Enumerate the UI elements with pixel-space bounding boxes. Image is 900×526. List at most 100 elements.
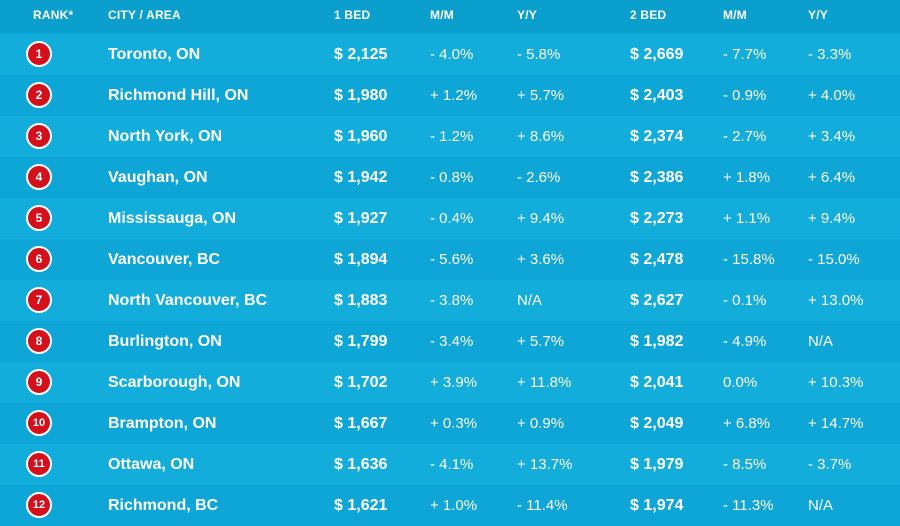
mm-1bed-cell: + 0.3% xyxy=(430,415,478,432)
rent-2bed-cell: $ 2,669 xyxy=(630,46,684,63)
yy-2bed-cell: N/A xyxy=(808,497,834,514)
table-row: 8 Burlington, ON $ 1,799 - 3.4% + 5.7% $ 1,98… xyxy=(0,321,900,362)
mm-2bed-cell: + 1.1% xyxy=(723,210,771,227)
rent-1bed-cell: $ 1,894 xyxy=(334,251,388,268)
rent-1bed-cell: $ 1,702 xyxy=(334,374,388,391)
yy-1bed-cell: N/A xyxy=(517,292,543,309)
city-cell: Ottawa, ON xyxy=(108,456,195,473)
yy-2bed-cell: + 4.0% xyxy=(808,87,856,104)
rank-badge: 11 xyxy=(26,451,52,477)
city-cell: Vaughan, ON xyxy=(108,169,208,186)
table-row: 4 Vaughan, ON $ 1,942 - 0.8% - 2.6% $ 2,386 + … xyxy=(0,157,900,198)
rent-1bed-cell: $ 2,125 xyxy=(334,46,388,63)
yy-1bed-cell: + 13.7% xyxy=(517,456,573,473)
header-1bed-mm: M/M xyxy=(430,8,454,22)
yy-2bed-cell: + 13.0% xyxy=(808,292,864,309)
yy-2bed-cell: - 3.7% xyxy=(808,456,852,473)
mm-2bed-cell: - 4.9% xyxy=(723,333,767,350)
mm-1bed-cell: - 3.4% xyxy=(430,333,474,350)
mm-1bed-cell: - 3.8% xyxy=(430,292,474,309)
rent-2bed-cell: $ 2,049 xyxy=(630,415,684,432)
mm-2bed-cell: 0.0% xyxy=(723,374,758,391)
rent-2bed-cell: $ 2,403 xyxy=(630,87,684,104)
header-city: CITY / AREA xyxy=(108,8,181,22)
header-rank: RANK* xyxy=(33,8,74,22)
mm-1bed-cell: - 5.6% xyxy=(430,251,474,268)
yy-2bed-cell: N/A xyxy=(808,333,834,350)
city-cell: Burlington, ON xyxy=(108,333,222,350)
mm-1bed-cell: - 4.0% xyxy=(430,46,474,63)
rank-badge: 6 xyxy=(26,246,52,272)
city-cell: North Vancouver, BC xyxy=(108,292,268,309)
rent-2bed-cell: $ 2,627 xyxy=(630,292,684,309)
rank-badge: 10 xyxy=(26,410,52,436)
rent-1bed-cell: $ 1,667 xyxy=(334,415,388,432)
table-header: RANK* CITY / AREA 1 BED M/M Y/Y 2 BED M/… xyxy=(0,0,900,32)
yy-1bed-cell: + 8.6% xyxy=(517,128,565,145)
rent-1bed-cell: $ 1,883 xyxy=(334,292,388,309)
city-cell: Richmond, BC xyxy=(108,497,219,514)
yy-2bed-cell: + 6.4% xyxy=(808,169,856,186)
table-row: 12 Richmond, BC $ 1,621 + 1.0% - 11.4% $ 1,97… xyxy=(0,485,900,526)
yy-2bed-cell: + 9.4% xyxy=(808,210,856,227)
city-cell: Mississauga, ON xyxy=(108,210,237,227)
rank-badge: 7 xyxy=(26,287,52,313)
yy-1bed-cell: + 5.7% xyxy=(517,333,565,350)
city-cell: Brampton, ON xyxy=(108,415,217,432)
rent-1bed-cell: $ 1,960 xyxy=(334,128,388,145)
mm-2bed-cell: - 0.9% xyxy=(723,87,767,104)
header-1bed: 1 BED xyxy=(334,8,371,22)
mm-2bed-cell: - 15.8% xyxy=(723,251,775,268)
mm-2bed-cell: - 2.7% xyxy=(723,128,767,145)
header-1bed-yy: Y/Y xyxy=(517,8,537,22)
table-row: 5 Mississauga, ON $ 1,927 - 0.4% + 9.4% $ 2,2… xyxy=(0,198,900,239)
city-cell: Richmond Hill, ON xyxy=(108,87,249,104)
table-row: 11 Ottawa, ON $ 1,636 - 4.1% + 13.7% $ 1,979 -… xyxy=(0,444,900,485)
mm-1bed-cell: - 4.1% xyxy=(430,456,474,473)
rent-1bed-cell: $ 1,636 xyxy=(334,456,388,473)
rent-2bed-cell: $ 1,974 xyxy=(630,497,684,514)
rent-2bed-cell: $ 2,374 xyxy=(630,128,684,145)
mm-1bed-cell: + 1.0% xyxy=(430,497,478,514)
mm-2bed-cell: - 8.5% xyxy=(723,456,767,473)
rank-badge: 5 xyxy=(26,205,52,231)
yy-2bed-cell: + 14.7% xyxy=(808,415,864,432)
mm-2bed-cell: + 6.8% xyxy=(723,415,771,432)
rent-1bed-cell: $ 1,980 xyxy=(334,87,388,104)
city-cell: Toronto, ON xyxy=(108,46,201,63)
rent-2bed-cell: $ 2,478 xyxy=(630,251,684,268)
header-2bed-yy: Y/Y xyxy=(808,8,828,22)
mm-1bed-cell: - 1.2% xyxy=(430,128,474,145)
mm-2bed-cell: - 11.3% xyxy=(723,497,774,514)
yy-2bed-cell: + 10.3% xyxy=(808,374,864,391)
mm-1bed-cell: + 1.2% xyxy=(430,87,478,104)
rank-badge: 3 xyxy=(26,123,52,149)
rent-2bed-cell: $ 2,386 xyxy=(630,169,684,186)
table-body: 1 Toronto, ON $ 2,125 - 4.0% - 5.8% $ 2,669 - … xyxy=(0,34,900,526)
city-cell: North York, ON xyxy=(108,128,223,145)
rent-1bed-cell: $ 1,621 xyxy=(334,497,388,514)
header-2bed: 2 BED xyxy=(630,8,667,22)
mm-1bed-cell: - 0.8% xyxy=(430,169,474,186)
rent-1bed-cell: $ 1,927 xyxy=(334,210,388,227)
rent-1bed-cell: $ 1,799 xyxy=(334,333,388,350)
city-cell: Vancouver, BC xyxy=(108,251,221,268)
rent-2bed-cell: $ 2,041 xyxy=(630,374,684,391)
table-row: 9 Scarborough, ON $ 1,702 + 3.9% + 11.8% $ 2,… xyxy=(0,362,900,403)
rent-2bed-cell: $ 2,273 xyxy=(630,210,684,227)
rank-badge: 8 xyxy=(26,328,52,354)
yy-1bed-cell: + 0.9% xyxy=(517,415,565,432)
rank-badge: 1 xyxy=(26,41,52,67)
yy-2bed-cell: - 3.3% xyxy=(808,46,852,63)
table-row: 3 North York, ON $ 1,960 - 1.2% + 8.6% $ 2,37… xyxy=(0,116,900,157)
rank-badge: 4 xyxy=(26,164,52,190)
rent-2bed-cell: $ 1,982 xyxy=(630,333,684,350)
rank-badge: 9 xyxy=(26,369,52,395)
rank-badge: 2 xyxy=(26,82,52,108)
yy-1bed-cell: - 11.4% xyxy=(517,497,568,514)
table-row: 2 Richmond Hill, ON $ 1,980 + 1.2% + 5.7% $ 2… xyxy=(0,75,900,116)
mm-1bed-cell: + 3.9% xyxy=(430,374,478,391)
yy-1bed-cell: - 5.8% xyxy=(517,46,561,63)
table-row: 6 Vancouver, BC $ 1,894 - 5.6% + 3.6% $ 2,478… xyxy=(0,239,900,280)
